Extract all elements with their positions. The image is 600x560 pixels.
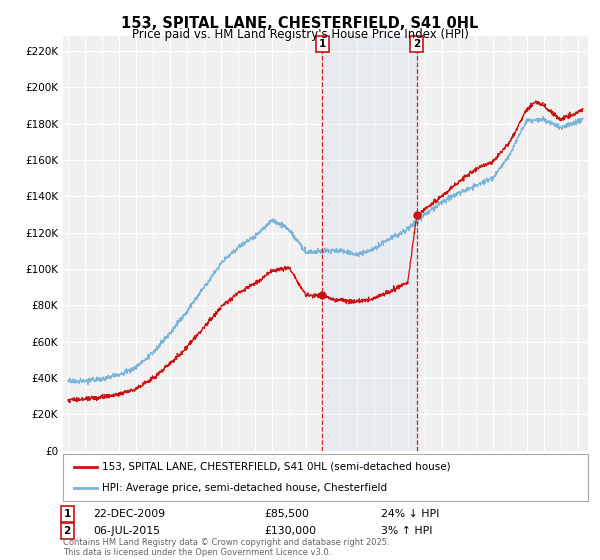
Text: 2: 2 <box>64 526 71 536</box>
Text: 1: 1 <box>319 39 326 49</box>
Text: Price paid vs. HM Land Registry's House Price Index (HPI): Price paid vs. HM Land Registry's House … <box>131 28 469 41</box>
Text: 24% ↓ HPI: 24% ↓ HPI <box>381 509 439 519</box>
Text: 22-DEC-2009: 22-DEC-2009 <box>93 509 165 519</box>
Text: £130,000: £130,000 <box>264 526 316 536</box>
Text: HPI: Average price, semi-detached house, Chesterfield: HPI: Average price, semi-detached house,… <box>103 483 388 493</box>
Text: 1: 1 <box>64 509 71 519</box>
Text: 06-JUL-2015: 06-JUL-2015 <box>93 526 160 536</box>
Text: 2: 2 <box>413 39 421 49</box>
Text: 3% ↑ HPI: 3% ↑ HPI <box>381 526 433 536</box>
Text: £85,500: £85,500 <box>264 509 309 519</box>
Text: Contains HM Land Registry data © Crown copyright and database right 2025.
This d: Contains HM Land Registry data © Crown c… <box>63 538 389 557</box>
Text: 153, SPITAL LANE, CHESTERFIELD, S41 0HL: 153, SPITAL LANE, CHESTERFIELD, S41 0HL <box>121 16 479 31</box>
Bar <box>322 36 417 451</box>
Text: 153, SPITAL LANE, CHESTERFIELD, S41 0HL (semi-detached house): 153, SPITAL LANE, CHESTERFIELD, S41 0HL … <box>103 462 451 472</box>
